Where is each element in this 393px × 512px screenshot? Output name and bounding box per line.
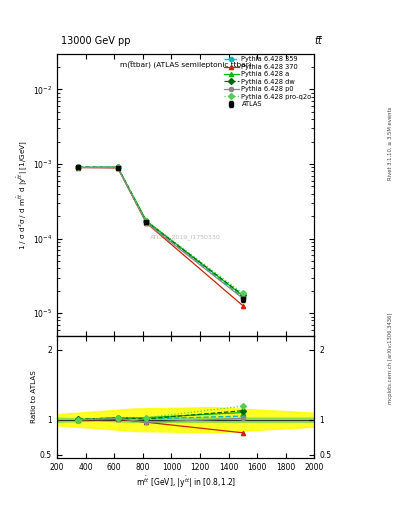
Text: mcplots.cern.ch [arXiv:1306.3436]: mcplots.cern.ch [arXiv:1306.3436] (388, 313, 393, 404)
Pythia 6.428 a (241, 293, 245, 299)
Pythia 6.428 pro-q2o (241, 290, 245, 296)
Text: tt̅: tt̅ (314, 36, 322, 46)
Text: Rivet 3.1.10, ≥ 3.5M events: Rivet 3.1.10, ≥ 3.5M events (388, 106, 393, 180)
Pythia 6.428 a (76, 164, 81, 170)
Pythia 6.428 dw (76, 164, 81, 170)
Pythia 6.428 p0 (144, 220, 149, 226)
Pythia 6.428 pro-q2o (144, 218, 149, 224)
Pythia 6.428 370 (241, 303, 245, 309)
Pythia 6.428 359 (116, 164, 120, 170)
Pythia 6.428 dw (116, 164, 120, 170)
Pythia 6.428 a (144, 218, 149, 224)
Pythia 6.428 p0 (76, 164, 81, 170)
Pythia 6.428 370 (116, 165, 120, 171)
Line: Pythia 6.428 pro-q2o: Pythia 6.428 pro-q2o (76, 165, 245, 295)
Pythia 6.428 dw (144, 218, 149, 224)
Pythia 6.428 359 (144, 218, 149, 224)
Line: Pythia 6.428 p0: Pythia 6.428 p0 (76, 165, 245, 301)
Pythia 6.428 dw (241, 292, 245, 298)
Pythia 6.428 pro-q2o (116, 164, 120, 170)
Pythia 6.428 370 (76, 164, 81, 170)
Line: Pythia 6.428 dw: Pythia 6.428 dw (76, 165, 245, 297)
Line: Pythia 6.428 359: Pythia 6.428 359 (76, 165, 245, 300)
Pythia 6.428 359 (241, 294, 245, 301)
Pythia 6.428 a (116, 164, 120, 170)
Text: m(t̅tbar) (ATLAS semileptonic t̅tbar): m(t̅tbar) (ATLAS semileptonic t̅tbar) (120, 62, 252, 70)
Text: 13000 GeV pp: 13000 GeV pp (61, 36, 130, 46)
Pythia 6.428 p0 (116, 164, 120, 170)
Line: Pythia 6.428 370: Pythia 6.428 370 (76, 165, 245, 308)
Pythia 6.428 pro-q2o (76, 164, 81, 170)
X-axis label: m$^{\bar{t}t}$ [GeV], |y$^{\bar{t}t}$| in [0.8,1.2]: m$^{\bar{t}t}$ [GeV], |y$^{\bar{t}t}$| i… (136, 475, 236, 490)
Legend: Pythia 6.428 359, Pythia 6.428 370, Pythia 6.428 a, Pythia 6.428 dw, Pythia 6.42: Pythia 6.428 359, Pythia 6.428 370, Pyth… (223, 55, 313, 109)
Pythia 6.428 p0 (241, 295, 245, 302)
Text: ATLAS_2019_I1750330: ATLAS_2019_I1750330 (150, 234, 221, 240)
Pythia 6.428 359 (76, 164, 81, 170)
Pythia 6.428 370 (144, 220, 149, 226)
Y-axis label: 1 / σ d²σ / d m$^{\bar{t}t}$ d |y$^{\bar{t}t}$| [1/GeV]: 1 / σ d²σ / d m$^{\bar{t}t}$ d |y$^{\bar… (16, 140, 30, 250)
Line: Pythia 6.428 a: Pythia 6.428 a (76, 165, 245, 298)
Y-axis label: Ratio to ATLAS: Ratio to ATLAS (31, 371, 37, 423)
